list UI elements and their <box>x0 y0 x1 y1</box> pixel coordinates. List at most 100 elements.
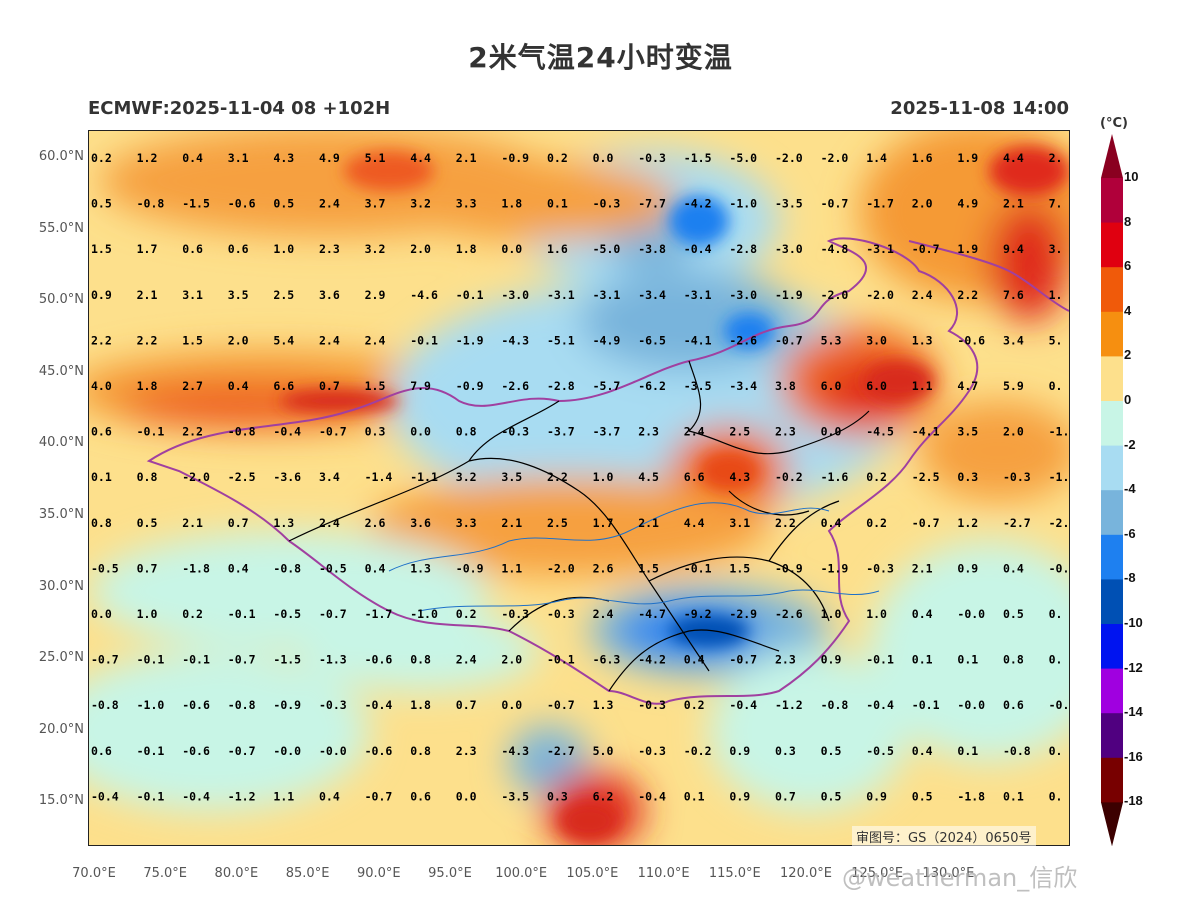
grid-value: -0.3 <box>593 197 621 211</box>
grid-value: -4.1 <box>684 333 712 347</box>
grid-value: 3.8 <box>775 379 796 393</box>
grid-value: 1.3 <box>593 698 614 712</box>
grid-value: -6.3 <box>593 653 621 667</box>
model-run-label: ECMWF:2025-11-04 08 +102H <box>88 98 391 119</box>
grid-value: -2.9 <box>729 607 757 621</box>
temperature-change-map: 0.2 1.2 0.4 3.1 4.3 4.9 5.1 4.4 2.1 -0.9 0.2 0.0 -0.… <box>88 130 1070 846</box>
rivers <box>388 502 880 612</box>
grid-value: -0. <box>1049 561 1069 575</box>
grid-value: 2.3 <box>775 653 796 667</box>
colorbar-top-arrow <box>1101 134 1123 178</box>
grid-value: -5.7 <box>593 379 621 393</box>
grid-value: -3.0 <box>729 288 757 302</box>
grid-value: -1.5 <box>273 653 301 667</box>
grid-value: 2.2 <box>775 516 796 530</box>
grid-value: 3.1 <box>729 516 750 530</box>
grid-value: 2.2 <box>182 425 203 439</box>
lat-label: 55.0°N <box>38 220 84 236</box>
grid-value: 1.0 <box>593 470 614 484</box>
colorbar-segment <box>1101 713 1123 759</box>
grid-value: 2.5 <box>729 425 750 439</box>
grid-value: -0.3 <box>866 561 894 575</box>
grid-value: 1.7 <box>593 516 614 530</box>
grid-value: 0.1 <box>957 744 978 758</box>
grid-value: 0.3 <box>547 789 568 803</box>
grid-value: -0.9 <box>273 698 301 712</box>
grid-value: 0.8 <box>410 744 431 758</box>
colorbar-tick-label: -6 <box>1124 525 1136 541</box>
grid-value: 0.4 <box>912 607 933 621</box>
grid-value: 1.5 <box>91 242 112 256</box>
lon-label: 95.0°E <box>428 866 472 881</box>
grid-value: 0.6 <box>1003 698 1024 712</box>
grid-value: 2.3 <box>319 242 340 256</box>
lon-label: 125.0°E <box>851 866 904 881</box>
grid-value: 0.0 <box>456 789 477 803</box>
grid-value: -1.5 <box>684 151 712 165</box>
colorbar-segment <box>1101 624 1123 670</box>
grid-value: 3.1 <box>228 151 249 165</box>
colorbar-tick-label: 10 <box>1124 169 1139 184</box>
colorbar-segment <box>1101 401 1123 447</box>
grid-value: -0.4 <box>182 789 210 803</box>
grid-value: -0.7 <box>775 333 803 347</box>
grid-value: 0.2 <box>182 607 203 621</box>
grid-value: 7.9 <box>410 379 431 393</box>
grid-value: -0.7 <box>228 653 256 667</box>
grid-value: -4.7 <box>638 607 666 621</box>
grid-value: 1.5 <box>729 561 750 575</box>
grid-value: -2.6 <box>775 607 803 621</box>
grid-value: -2.0 <box>821 151 849 165</box>
colorbar-segment <box>1101 222 1123 268</box>
grid-value: 1.3 <box>273 516 294 530</box>
grid-value: -0.7 <box>729 653 757 667</box>
grid-value: 0.2 <box>456 607 477 621</box>
grid-value: -0.9 <box>501 151 529 165</box>
grid-value: -3.7 <box>547 425 575 439</box>
grid-value: 2.4 <box>912 288 933 302</box>
grid-value: -0.6 <box>365 744 393 758</box>
grid-value: -3.1 <box>593 288 621 302</box>
grid-value: 1.3 <box>410 561 431 575</box>
grid-value: -1.2 <box>775 698 803 712</box>
grid-value: 2.7 <box>182 379 203 393</box>
grid-value: 0.2 <box>684 698 705 712</box>
lon-label: 130.0°E <box>922 866 975 881</box>
colorbar-tick-label: -12 <box>1124 659 1143 675</box>
grid-value: 0.2 <box>866 516 887 530</box>
grid-value: -4.3 <box>501 333 529 347</box>
grid-value: -0.2 <box>684 744 712 758</box>
lat-label: 20.0°N <box>38 721 84 737</box>
grid-value: 0.0 <box>91 607 112 621</box>
grid-value: 1.5 <box>365 379 386 393</box>
grid-value: 7.6 <box>1003 288 1024 302</box>
colorbar-tick-label: 2 <box>1124 347 1132 363</box>
grid-value: 6.6 <box>273 379 294 393</box>
lat-label: 30.0°N <box>38 578 84 594</box>
grid-value: -4.8 <box>821 242 849 256</box>
grid-value: -1.6 <box>821 470 849 484</box>
grid-value: -0. <box>1049 698 1069 712</box>
grid-value: 7. <box>1049 197 1063 211</box>
grid-value: -0.0 <box>957 698 985 712</box>
grid-value: 0. <box>1049 607 1063 621</box>
grid-value: 0.9 <box>866 789 887 803</box>
grid-value: 2.1 <box>137 288 158 302</box>
grid-value: 5.3 <box>821 333 842 347</box>
grid-value: -0.3 <box>638 698 666 712</box>
grid-value: -3.4 <box>729 379 757 393</box>
grid-value: 5.0 <box>593 744 614 758</box>
grid-value: -0.9 <box>456 561 484 575</box>
lon-label: 85.0°E <box>285 866 330 881</box>
colorbar-tick-label: -14 <box>1124 704 1143 720</box>
grid-value: 4.0 <box>91 379 112 393</box>
colorbar-segment <box>1101 490 1123 536</box>
grid-value: 0.4 <box>182 151 203 165</box>
grid-value: 2.4 <box>593 607 614 621</box>
grid-value: -1.7 <box>365 607 393 621</box>
grid-value: 1.2 <box>137 151 158 165</box>
grid-value: -0.3 <box>638 151 666 165</box>
colorbar-segment <box>1101 579 1123 625</box>
grid-value: 0.5 <box>821 744 842 758</box>
grid-value: 3.2 <box>365 242 386 256</box>
